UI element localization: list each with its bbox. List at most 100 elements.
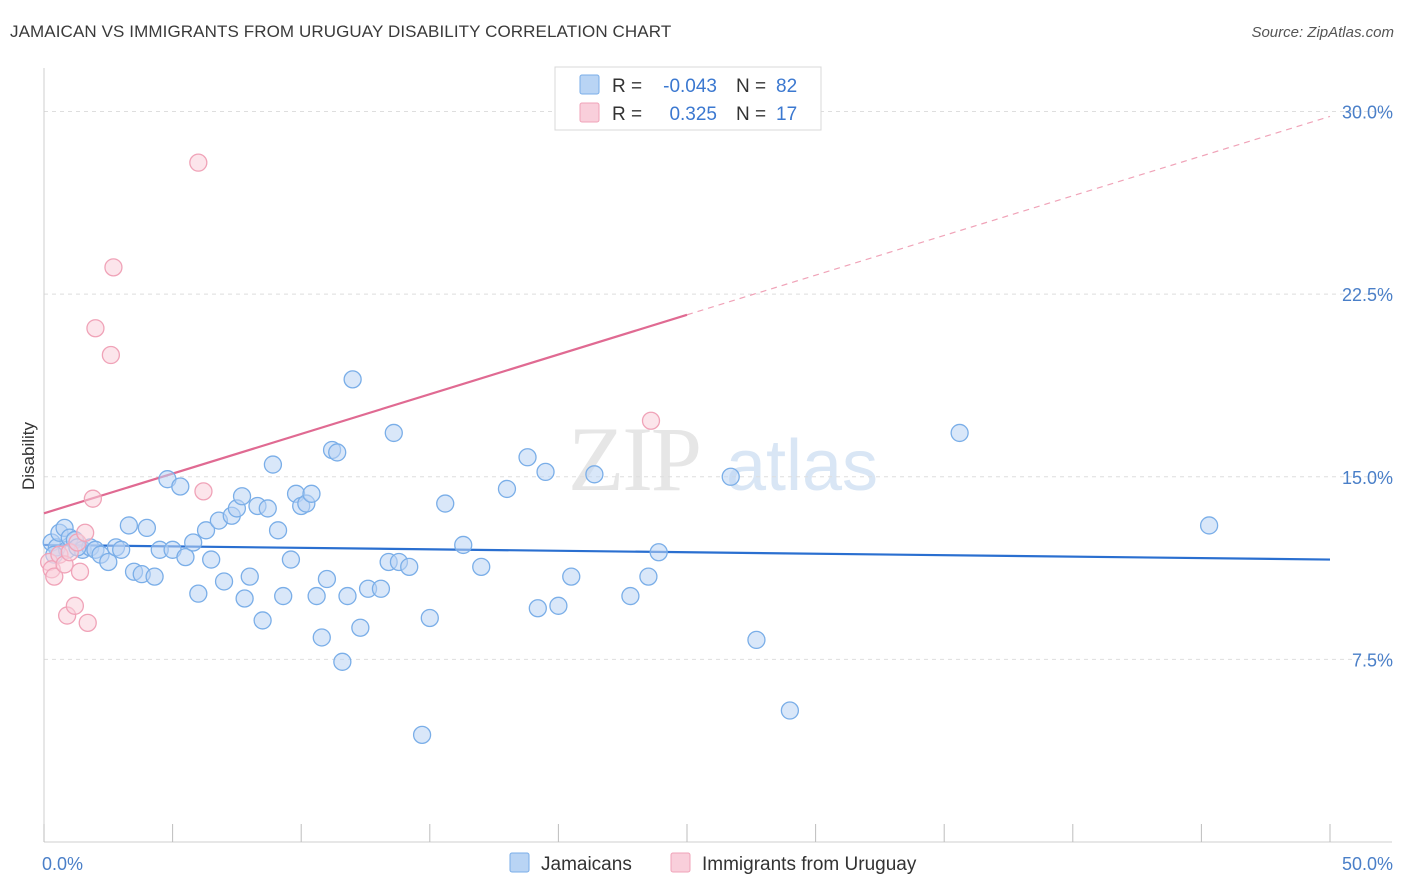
legend-n-value-uruguay: 17 [776,104,797,125]
point-s0-71 [585,465,604,484]
point-s0-46 [307,586,326,606]
point-s0-72 [621,586,640,606]
watermark-zip: ZIP [568,408,700,510]
y-tick-label-2: 22.5% [1342,285,1393,305]
point-s0-76 [747,630,766,650]
point-s0-66 [518,448,537,467]
point-s0-26 [196,521,216,540]
point-s0-41 [281,550,301,569]
point-s0-27 [202,550,221,569]
point-s0-70 [562,567,581,586]
trend-line-1 [43,313,688,515]
x-tick-labels: 0.0% 50.0% [42,854,1393,874]
legend-n-value-jamaicans: 82 [776,76,797,97]
point-s0-13 [112,540,131,559]
trend-lines [43,115,1331,561]
point-s0-69 [549,596,568,615]
point-s0-60 [412,725,432,745]
point-s0-24 [184,533,203,552]
y-tick-label-1: 15.0% [1342,468,1393,488]
point-s0-68 [536,462,555,482]
legend-swatch-jamaicans [579,74,600,95]
legend-r-value-uruguay: 0.325 [669,104,717,125]
legend-swatch-uruguay [579,102,600,123]
point-s0-52 [338,586,357,606]
point-s0-18 [145,567,164,586]
point-s0-17 [137,518,157,538]
point-s0-62 [436,494,455,513]
bottom-legend-swatch-jamaicans [509,852,530,873]
point-s1-9 [70,562,90,581]
point-s0-82 [343,370,362,389]
point-s0-67 [528,599,547,618]
y-tick-label-0: 7.5% [1352,650,1393,670]
point-s0-65 [497,479,517,499]
point-s0-74 [649,543,668,562]
legend-r-value-jamaicans: -0.043 [663,76,717,97]
point-s0-57 [384,423,403,443]
data-points [39,153,1219,745]
legend-n-label-1: N = [736,76,766,97]
point-s0-14 [119,516,139,535]
y-axis-title: Disability [19,421,38,490]
point-s1-12 [83,489,103,508]
point-s0-55 [371,579,391,598]
bottom-legend-jamaicans: Jamaicans [541,854,632,875]
watermark: ZIP atlas [568,408,878,510]
point-s0-34 [240,567,259,586]
trend-line-0 [43,543,1331,561]
point-s0-51 [333,652,352,671]
point-s0-48 [317,569,337,589]
point-s1-15 [104,258,123,277]
bottom-legend-swatch-uruguay [670,852,691,873]
point-s0-40 [274,586,293,606]
watermark-atlas: atlas [726,426,878,506]
legend-r-label-1: R = [612,76,642,97]
point-s0-36 [253,611,272,630]
point-s0-29 [214,572,234,591]
bottom-legend: Jamaicans Immigrants from Uruguay [509,852,917,875]
point-s0-78 [950,423,969,443]
chart-title: JAMAICAN VS IMMIGRANTS FROM URUGUAY DISA… [10,22,672,41]
point-s1-10 [76,523,95,542]
point-s1-14 [101,345,121,365]
point-s1-13 [86,319,105,338]
legend: R = -0.043 N = 82 R = 0.325 N = 17 [554,66,822,131]
point-s0-23 [176,547,195,567]
point-s0-77 [780,701,800,720]
point-s0-32 [232,487,252,506]
point-s0-53 [351,618,370,637]
point-s0-50 [328,443,347,462]
point-s1-17 [194,482,213,501]
x-tick-label-0: 0.0% [42,854,83,874]
point-s0-61 [420,608,439,628]
point-s0-75 [721,467,740,486]
point-s1-11 [78,613,97,633]
point-s0-11 [99,552,118,572]
trend-line-extension-1 [686,115,1331,316]
point-s1-7 [65,596,85,615]
point-s0-22 [171,477,190,496]
point-s1-16 [189,153,208,172]
point-s0-64 [472,557,491,577]
point-s0-45 [302,484,321,503]
point-s1-2 [45,567,64,586]
point-s0-79 [1199,516,1219,535]
point-s0-38 [263,455,283,474]
point-s0-33 [235,589,254,608]
point-s0-25 [189,584,208,603]
chart-source: Source: ZipAtlas.com [1251,24,1394,41]
point-s0-63 [454,535,473,555]
point-s0-37 [258,499,277,518]
point-s1-18 [641,411,661,430]
legend-r-label-2: R = [612,104,642,125]
legend-n-label-2: N = [736,104,766,125]
y-tick-labels: 7.5% 15.0% 22.5% 30.0% [1342,103,1393,671]
point-s0-73 [639,567,658,586]
axes [43,68,1392,843]
grid [44,111,1392,660]
point-s0-39 [268,521,288,540]
y-tick-label-3: 30.0% [1342,103,1393,123]
bottom-legend-uruguay: Immigrants from Uruguay [702,854,917,875]
